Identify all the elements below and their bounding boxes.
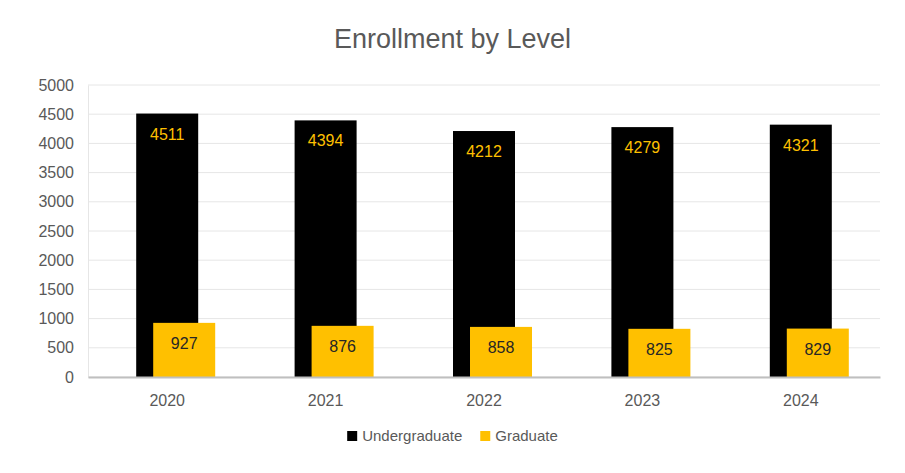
y-tick-label: 1000 <box>38 310 74 327</box>
title: Enrollment by Level <box>334 24 571 54</box>
x-tick: 2022 <box>466 377 502 409</box>
data-label: 927 <box>171 335 198 352</box>
y-tick: 3500 <box>38 164 88 181</box>
x-tick: 2024 <box>783 377 819 409</box>
y-tick: 2000 <box>38 252 88 269</box>
x-tick-label: 2021 <box>308 392 344 409</box>
y-tick: 0 <box>65 369 88 386</box>
data-label: 4511 <box>150 126 185 143</box>
grid-line <box>88 85 880 86</box>
legend: Undergraduate Graduate <box>347 427 558 444</box>
data-label: 4394 <box>308 132 344 149</box>
legend-item: Graduate <box>480 427 558 444</box>
y-tick: 4500 <box>38 106 88 123</box>
y-tick: 5000 <box>38 77 88 94</box>
bar-series <box>136 114 832 377</box>
y-tick-label: 0 <box>65 369 74 386</box>
data-label: 4321 <box>783 137 819 154</box>
x-tick-label: 2024 <box>783 392 819 409</box>
y-tick: 500 <box>47 339 88 356</box>
y-tick-label: 500 <box>47 339 74 356</box>
y-tick: 1000 <box>38 310 88 327</box>
y-tick: 1500 <box>38 281 88 298</box>
grid-line <box>88 377 880 378</box>
x-tick-label: 2022 <box>466 392 502 409</box>
x-tick-label: 2020 <box>149 392 185 409</box>
y-tick-label: 3500 <box>38 164 74 181</box>
y-tick-label: 5000 <box>38 77 74 94</box>
y-axis-line <box>88 86 89 378</box>
y-tick: 4000 <box>38 135 88 152</box>
legend-swatch <box>480 431 490 441</box>
bars <box>136 114 849 377</box>
data-label: 4279 <box>625 139 661 156</box>
grid <box>88 85 880 377</box>
y-tick: 3000 <box>38 193 88 210</box>
y-tick-label: 2500 <box>38 223 74 240</box>
x-tick-label: 2023 <box>625 392 661 409</box>
grid-line <box>88 114 880 115</box>
bar <box>787 329 849 377</box>
x-tick: 2021 <box>308 377 344 409</box>
data-label: 876 <box>329 338 356 355</box>
y-tick-label: 1500 <box>38 281 74 298</box>
y-axis: 0 500 1000 1500 2000 2500 3000 3500 4000 4500 5000 <box>38 77 88 386</box>
x-tick: 2020 <box>149 377 185 409</box>
bar-series <box>153 323 849 377</box>
bar <box>153 323 215 377</box>
legend-label: Graduate <box>495 427 558 444</box>
bar <box>628 329 690 377</box>
x-axis-line <box>89 377 881 379</box>
data-label: 829 <box>804 341 831 358</box>
x-axis: 2020 2021 2022 2023 2024 <box>89 377 881 409</box>
legend-item: Undergraduate <box>347 427 462 444</box>
y-tick-label: 2000 <box>38 252 74 269</box>
legend-label: Undergraduate <box>362 427 462 444</box>
data-label: 825 <box>646 341 673 358</box>
y-tick-label: 3000 <box>38 193 74 210</box>
y-tick: 2500 <box>38 223 88 240</box>
legend-swatch <box>347 431 357 441</box>
data-label: 4212 <box>466 143 502 160</box>
x-tick: 2023 <box>625 377 661 409</box>
data-label: 858 <box>488 339 515 356</box>
bar <box>470 327 532 377</box>
y-tick-label: 4500 <box>38 106 74 123</box>
data-labels: 927 876 858 825 829 <box>171 335 831 358</box>
bar <box>312 326 374 377</box>
data-labels: 4511 4394 4212 4279 4321 <box>150 126 819 160</box>
chart: Enrollment by Level 0 500 1000 1500 2000 2500 3… <box>0 0 905 473</box>
y-tick-label: 4000 <box>38 135 74 152</box>
